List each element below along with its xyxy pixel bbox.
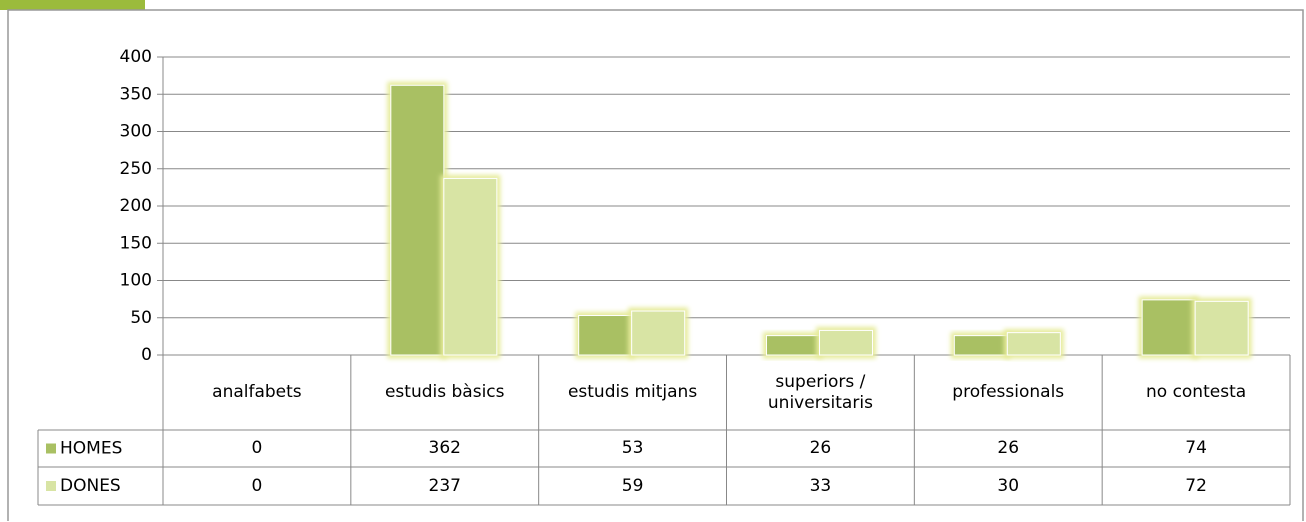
category-label: estudis mitjans [567, 382, 698, 402]
table-value: 53 [621, 438, 644, 458]
table-value: 72 [1185, 475, 1207, 496]
table-value-box: 30 [997, 475, 1020, 496]
table-value: 0 [251, 438, 263, 458]
table-value-box: 33 [809, 475, 832, 496]
category-label: professionals [952, 382, 1065, 402]
table-value-box: 362 [428, 438, 461, 458]
bar [631, 310, 686, 356]
category-label: superiors / universitaris [767, 371, 873, 413]
category-label: estudis bàsics [384, 382, 505, 402]
category-label-box: professionals [952, 382, 1065, 402]
table-value-box: 0 [251, 438, 263, 458]
bar [443, 177, 498, 356]
table-value: 33 [809, 475, 832, 496]
table-value-box: 72 [1185, 475, 1207, 496]
bar [578, 315, 633, 356]
table-value: 30 [997, 475, 1020, 496]
bar [390, 84, 445, 356]
table-value: 26 [997, 438, 1020, 458]
bar [766, 335, 820, 356]
table-value: 237 [428, 475, 461, 496]
table-value-box: 237 [428, 475, 461, 496]
category-label-box: estudis mitjans [567, 382, 698, 402]
y-tick-label: 350 [120, 84, 152, 104]
table-value-box: 74 [1185, 438, 1207, 458]
bar [953, 335, 1008, 356]
bar [1006, 332, 1061, 356]
table-value: 0 [251, 475, 263, 496]
y-tick-label: 150 [120, 233, 152, 253]
table-value-box: 26 [809, 438, 832, 458]
table-value-box: 59 [621, 475, 644, 496]
legend-label: DONES [60, 476, 121, 496]
y-tick-label: 250 [120, 159, 152, 179]
table-value: 26 [809, 438, 832, 458]
y-tick-label: 300 [120, 122, 152, 142]
table-value: 59 [621, 475, 644, 496]
header-tab [0, 0, 145, 10]
y-tick-label: 100 [120, 271, 152, 291]
y-tick-label: 200 [120, 196, 152, 216]
table-value-box: 0 [251, 475, 263, 496]
legend-swatch [46, 443, 56, 454]
y-tick-label: 50 [130, 308, 152, 328]
table-value-box: 26 [997, 438, 1020, 458]
bar [819, 329, 873, 356]
legend-label: HOMES [60, 439, 122, 459]
category-label-box: estudis bàsics [384, 382, 505, 402]
category-label-box: superiors / universitaris [767, 371, 873, 413]
category-label-box: no contesta [1145, 382, 1247, 402]
category-label-box: analfabets [212, 382, 302, 402]
table-value: 362 [428, 438, 461, 458]
category-label: analfabets [212, 382, 302, 402]
y-tick-label: 0 [141, 345, 152, 365]
bar [1194, 300, 1249, 356]
y-tick-label: 400 [120, 47, 152, 67]
bar [1141, 299, 1196, 356]
frame [7, 9, 1304, 521]
legend-swatch [46, 481, 56, 491]
table-value: 74 [1185, 438, 1207, 458]
table-value-box: 53 [621, 438, 644, 458]
category-label: no contesta [1145, 382, 1247, 402]
